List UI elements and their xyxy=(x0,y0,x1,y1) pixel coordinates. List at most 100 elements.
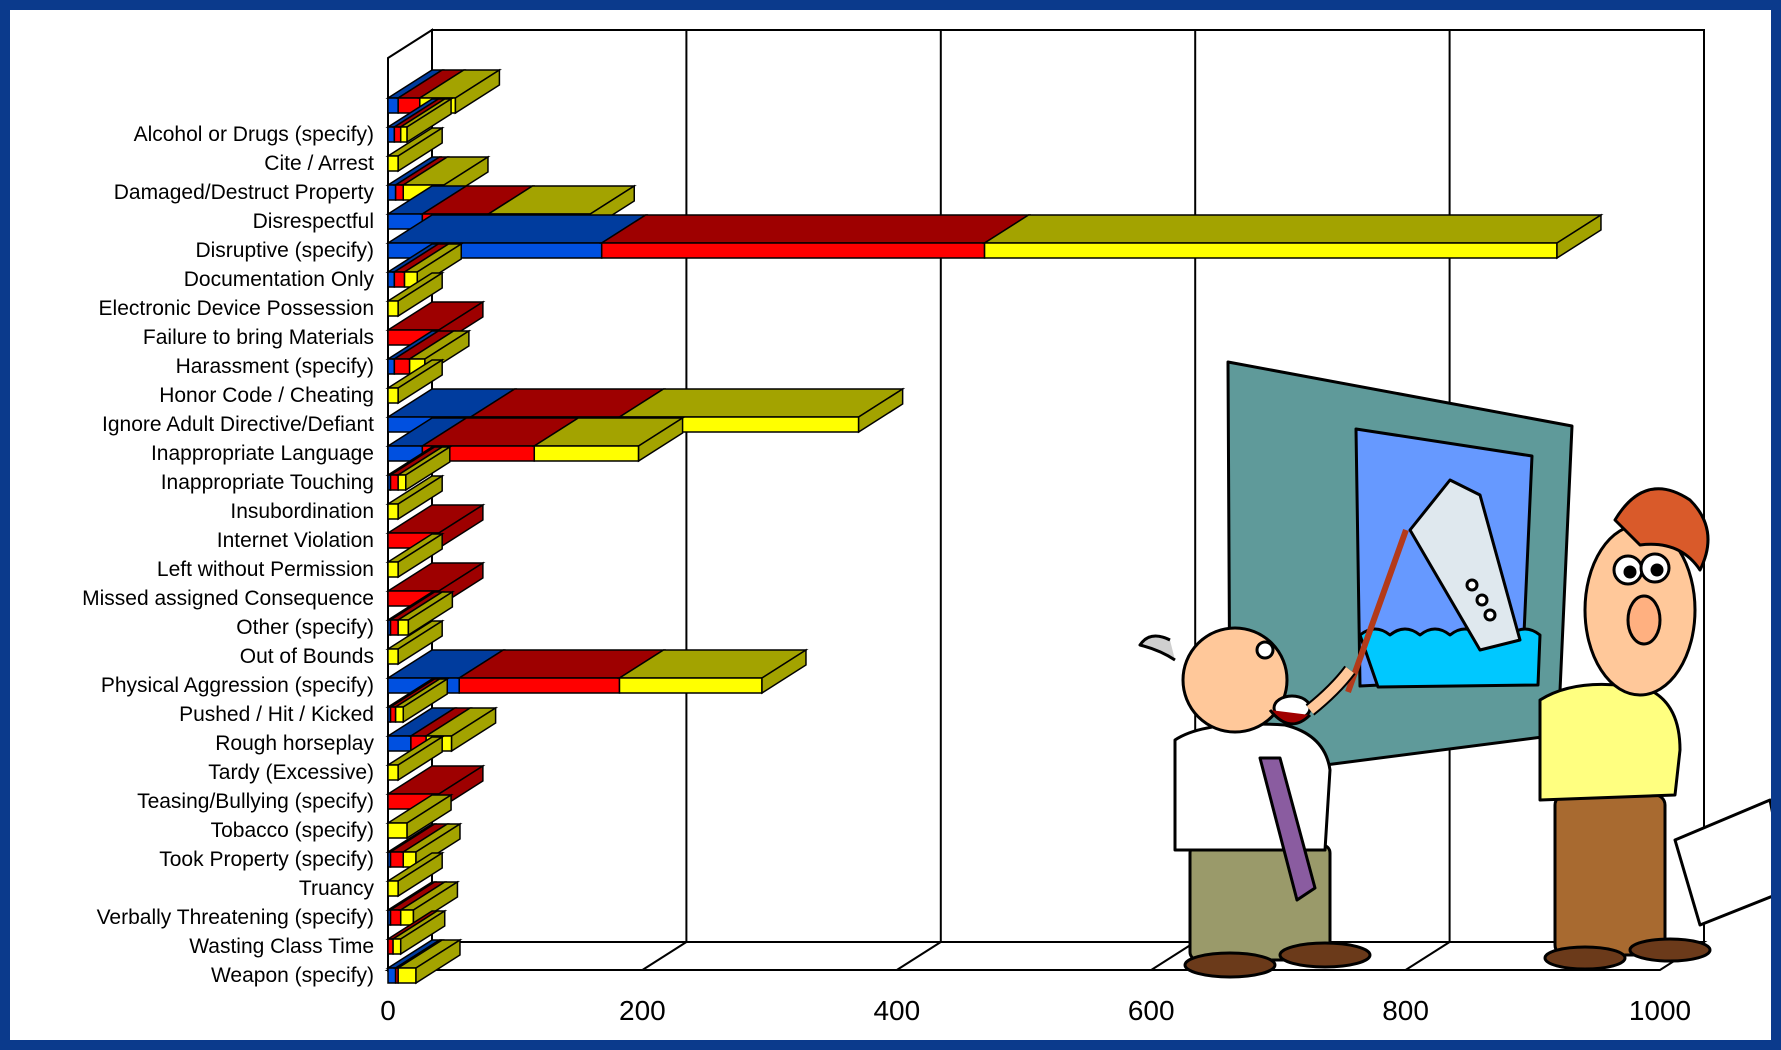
category-label: Inappropriate Language xyxy=(151,442,374,465)
bar-segment xyxy=(397,474,407,491)
floor-gridline xyxy=(896,941,942,971)
bar-segment xyxy=(387,503,399,520)
category-label: Insubordination xyxy=(230,500,374,523)
category-label: Honor Code / Cheating xyxy=(159,384,374,407)
bar-segment xyxy=(387,387,399,404)
bar-end xyxy=(397,735,443,782)
category-label: Teasing/Bullying (specify) xyxy=(137,790,374,813)
category-label: Disrespectful xyxy=(253,210,374,233)
bar-segment xyxy=(387,358,396,375)
bar-segment xyxy=(389,706,397,723)
category-label: Ignore Adult Directive/Defiant xyxy=(102,413,374,436)
bar-top xyxy=(599,214,1032,244)
category-label: Other (specify) xyxy=(236,616,374,639)
category-label: Internet Violation xyxy=(217,529,374,552)
bar-end xyxy=(1556,213,1602,260)
category-label: Inappropriate Touching xyxy=(161,471,374,494)
category-label: Tobacco (specify) xyxy=(211,819,374,842)
bar-segment xyxy=(389,851,405,868)
bar-segment xyxy=(458,677,621,694)
category-label: Physical Aggression (specify) xyxy=(101,674,374,697)
bar-segment xyxy=(393,358,411,375)
category-label: Damaged/Destruct Property xyxy=(114,181,375,204)
category-label: Tardy (Excessive) xyxy=(208,761,374,784)
bar-segment xyxy=(387,735,412,752)
bar-segment xyxy=(387,938,394,955)
category-label: Wasting Class Time xyxy=(189,935,374,958)
bar-end xyxy=(397,532,443,579)
bar-segment xyxy=(387,271,396,288)
bar-segment xyxy=(397,967,417,984)
bar-segment xyxy=(394,706,405,723)
bar-segment xyxy=(387,155,399,172)
bar-end xyxy=(397,358,443,405)
bar-top xyxy=(981,214,1604,244)
bar-end xyxy=(399,909,446,956)
bar-segment xyxy=(387,97,399,114)
bar-segment xyxy=(389,474,399,491)
bar-end xyxy=(415,938,461,985)
bar-segment xyxy=(399,909,415,926)
bar-end xyxy=(454,68,501,115)
x-tick-label: 0 xyxy=(380,995,396,1026)
bar-end xyxy=(397,851,443,898)
bar-segment xyxy=(397,619,410,636)
bar-segment xyxy=(387,126,396,143)
bar-end xyxy=(405,445,451,492)
category-label: Alcohol or Drugs (specify) xyxy=(134,123,374,146)
bar-segment xyxy=(387,561,399,578)
bar-segment xyxy=(394,184,405,201)
bar-end xyxy=(397,474,443,521)
bar-segment xyxy=(600,242,986,259)
x-tick-label: 800 xyxy=(1382,995,1429,1026)
bar-segment xyxy=(983,242,1558,259)
x-tick-label: 400 xyxy=(873,995,920,1026)
category-label: Missed assigned Consequence xyxy=(82,587,374,610)
bar-segment xyxy=(389,909,402,926)
bar-segment xyxy=(393,271,406,288)
x-axis-ticks: 0 200 400 600 800 1000 xyxy=(380,995,1691,1026)
category-label: Harassment (specify) xyxy=(176,355,374,378)
cartoon-presenters-icon xyxy=(1138,360,1771,979)
category-label: Cite / Arrest xyxy=(264,152,374,175)
bar-segment xyxy=(387,967,397,984)
bar-segment xyxy=(399,126,408,143)
bar-end xyxy=(407,590,454,637)
bar-end xyxy=(412,880,459,927)
bar-segment xyxy=(387,300,399,317)
category-label: Failure to bring Materials xyxy=(143,326,374,349)
floor-gridline xyxy=(641,941,687,971)
floor-gridline xyxy=(1150,941,1196,971)
category-label: Took Property (specify) xyxy=(159,848,374,871)
category-label: Pushed / Hit / Kicked xyxy=(179,703,374,726)
category-label: Disruptive (specify) xyxy=(195,239,374,262)
bar-end xyxy=(761,648,807,695)
bar-segment xyxy=(387,184,397,201)
bar-top xyxy=(616,388,906,418)
bar-chart: Alcohol or Drugs (specify) Cite / Arrest D… xyxy=(82,28,1771,1026)
category-label: Truancy xyxy=(299,877,375,900)
x-tick-label: 200 xyxy=(619,995,666,1026)
x-tick-label: 600 xyxy=(1128,995,1175,1026)
bar-end xyxy=(397,271,443,318)
category-label: Electronic Device Possession xyxy=(99,297,374,320)
x-tick-label: 1000 xyxy=(1629,995,1691,1026)
bar-end xyxy=(406,97,452,144)
category-label: Documentation Only xyxy=(184,268,375,291)
floor-gridline xyxy=(1405,941,1451,971)
bar-segment xyxy=(389,619,399,636)
bar-segment xyxy=(533,445,640,462)
bar-segment xyxy=(387,880,399,897)
bar-segment xyxy=(392,938,402,955)
category-label: Weapon (specify) xyxy=(211,964,374,987)
category-labels: Alcohol or Drugs (specify) Cite / Arrest D… xyxy=(82,123,374,987)
bar-segment xyxy=(387,822,408,839)
bar-segment xyxy=(618,677,763,694)
bar-end xyxy=(397,619,443,666)
category-label: Rough horseplay xyxy=(215,732,374,755)
bar-end xyxy=(450,706,497,753)
bars xyxy=(385,68,1604,985)
bar-segment xyxy=(393,126,402,143)
bar-end xyxy=(397,126,443,173)
category-label: Verbally Threatening (specify) xyxy=(97,906,374,929)
